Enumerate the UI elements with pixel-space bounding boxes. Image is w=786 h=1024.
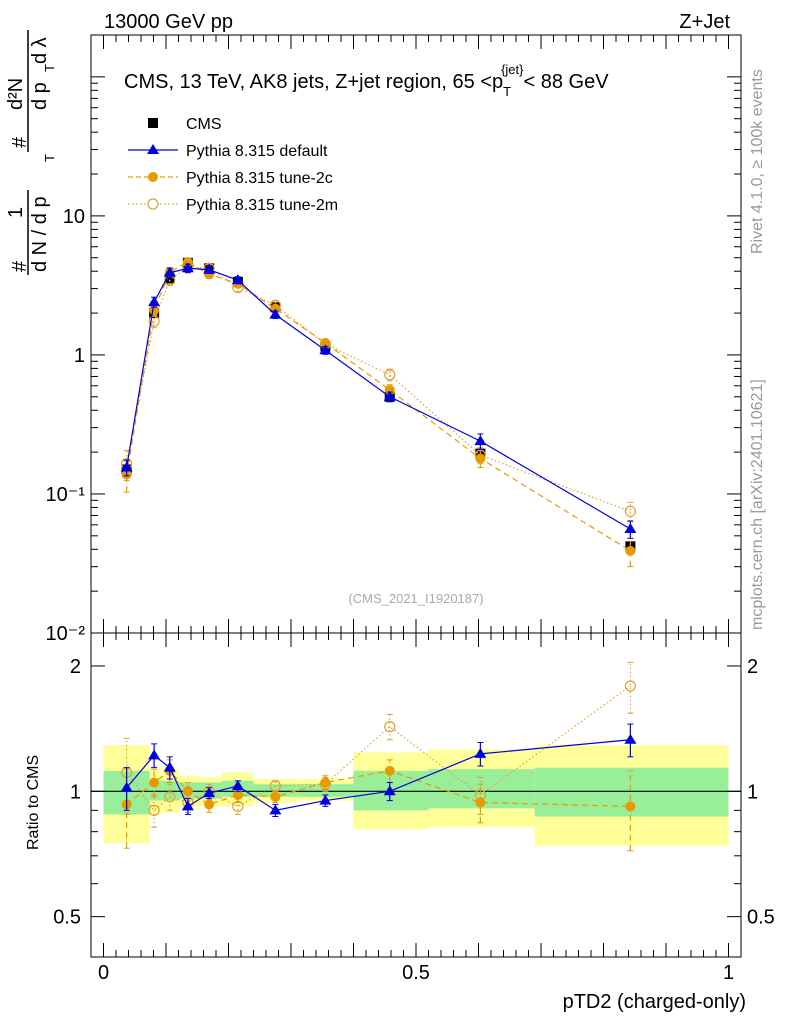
ratio-data-point-2 bbox=[384, 721, 396, 733]
ratio-data-point-2 bbox=[164, 791, 176, 803]
legend-tune2c-marker bbox=[148, 172, 158, 182]
ratio-y-tick-label-right: 2 bbox=[747, 656, 758, 678]
ratio-data-point-1 bbox=[625, 801, 636, 812]
ratio-data-point-2 bbox=[624, 680, 636, 692]
data-point-1 bbox=[148, 296, 161, 307]
header-right: Z+Jet bbox=[679, 11, 730, 33]
y-tick-label: 10⁻² bbox=[46, 623, 86, 645]
ratio-data-point-2 bbox=[269, 780, 281, 792]
legend-tune2m-label: Pythia 8.315 tune-2m bbox=[186, 197, 338, 214]
mcplots-label: mcplots.cern.ch [arXiv:2401.10621] bbox=[749, 379, 766, 630]
ratio-panel: 0.5 0.5 1 1 2 2 0 0.5 1 Ratio to CMS pTD2 (charg… bbox=[25, 632, 775, 1013]
ratio-data-point-0 bbox=[231, 779, 244, 790]
ratio-series-line-1 bbox=[126, 770, 631, 807]
ratio-data-point-0 bbox=[474, 747, 487, 758]
data-point-2 bbox=[182, 257, 193, 268]
ratio-data-point-0 bbox=[383, 785, 396, 796]
ratio-data-point-1 bbox=[182, 786, 193, 797]
ratio-ylabel: Ratio to CMS bbox=[25, 755, 42, 850]
ratio-data-point-1 bbox=[204, 799, 215, 810]
ratio-data-point-0 bbox=[120, 781, 133, 792]
header-left: 13000 GeV pp bbox=[104, 11, 233, 33]
y-tick-label: 1 bbox=[74, 345, 85, 367]
data-point-3 bbox=[384, 369, 396, 381]
main-title-main: CMS, 13 TeV, AK8 jets, Z+jet region, 65 … bbox=[124, 71, 503, 93]
ylabel-t-1: T bbox=[42, 154, 57, 162]
y-tick-label: 10 bbox=[63, 206, 85, 228]
legend-cms-marker bbox=[148, 118, 158, 128]
data-point-1 bbox=[120, 461, 133, 472]
data-point-2 bbox=[320, 337, 331, 348]
data-point-1 bbox=[319, 344, 332, 355]
main-axis-ticks: 10⁻² 10⁻¹ 1 10 bbox=[46, 34, 741, 645]
ratio-y-tick-label-left: 2 bbox=[70, 656, 81, 678]
main-title-sub: T bbox=[503, 84, 511, 99]
x-tick-label: 1 bbox=[723, 962, 734, 984]
ratio-data-point-0 bbox=[181, 800, 194, 811]
ratio-data-point-1 bbox=[232, 789, 243, 800]
data-point-1 bbox=[163, 266, 176, 277]
legend-tune2c-label: Pythia 8.315 tune-2c bbox=[186, 170, 333, 187]
ylabel-dl: d λ bbox=[29, 37, 51, 64]
ylabel-d2n: d²N bbox=[5, 78, 27, 110]
legend-default-marker bbox=[147, 144, 159, 154]
main-panel: 10⁻² 10⁻¹ 1 10 CMS, 13 TeV, AK8 jets, Z+jet… bbox=[5, 30, 742, 645]
legend-default-label: Pythia 8.315 default bbox=[186, 143, 328, 160]
legend: CMS Pythia 8.315 default Pythia 8.315 tu… bbox=[128, 116, 338, 214]
cms-data-point bbox=[164, 273, 175, 284]
main-title: CMS, 13 TeV, AK8 jets, Z+jet region, 65 … bbox=[124, 62, 609, 99]
ylabel-one: 1 bbox=[5, 207, 27, 218]
x-tick-label: 0.5 bbox=[402, 962, 430, 984]
ratio-data-point-0 bbox=[203, 787, 216, 798]
main-title-sup: {jet} bbox=[501, 62, 524, 77]
data-point-2 bbox=[625, 545, 636, 556]
data-point-3 bbox=[624, 505, 636, 517]
ylabel-t-2: T bbox=[42, 64, 57, 72]
main-ylabel: # 1 d N / d p T # d²N d p T d λ bbox=[5, 30, 57, 275]
ratio-y-tick-label-left: 1 bbox=[70, 781, 81, 803]
y-tick-label: 10⁻¹ bbox=[46, 484, 86, 506]
ratio-y-tick-label-left: 0.5 bbox=[53, 907, 81, 929]
ratio-data-point-1 bbox=[384, 765, 395, 776]
data-point-1 bbox=[269, 308, 282, 319]
ratio-data bbox=[120, 661, 637, 852]
x-axis-label: pTD2 (charged-only) bbox=[563, 991, 746, 1013]
data-point-1 bbox=[203, 263, 216, 274]
ratio-data-point-0 bbox=[163, 761, 176, 772]
ratio-data-point-1 bbox=[475, 797, 486, 808]
ratio-y-tick-label-right: 0.5 bbox=[747, 907, 775, 929]
ratio-data-point-1 bbox=[270, 791, 281, 802]
ylabel-hash-1: # bbox=[9, 260, 31, 272]
series-line-2 bbox=[126, 261, 631, 552]
ratio-data-point-1 bbox=[149, 777, 160, 788]
rivet-version-label: Rivet 4.1.0, ≥ 100k events bbox=[749, 69, 766, 254]
data-point-1 bbox=[474, 435, 487, 446]
series-line-1 bbox=[126, 267, 631, 530]
ylabel-dn: d N / d p bbox=[29, 196, 51, 272]
data-point-2 bbox=[475, 453, 486, 464]
main-data bbox=[120, 257, 637, 568]
data-point-1 bbox=[231, 274, 244, 285]
x-tick-label: 0 bbox=[98, 962, 109, 984]
ratio-data-point-0 bbox=[319, 794, 332, 805]
legend-tune2m-marker bbox=[147, 198, 159, 210]
ratio-data-point-2 bbox=[148, 804, 160, 816]
ylabel-hash-2: # bbox=[9, 136, 31, 148]
ratio-axis-ticks: 0.5 0.5 1 1 2 2 0 0.5 1 bbox=[53, 633, 775, 984]
legend-cms-label: CMS bbox=[186, 116, 222, 133]
main-title-tail: < 88 GeV bbox=[524, 71, 610, 93]
ylabel-dpt: d p bbox=[29, 82, 51, 110]
data-point-1 bbox=[181, 262, 194, 273]
ratio-y-tick-label-right: 1 bbox=[747, 781, 758, 803]
ratio-data-point-0 bbox=[148, 749, 161, 760]
data-point-1 bbox=[624, 522, 637, 533]
ratio-series-line-2 bbox=[126, 685, 631, 812]
data-point-1 bbox=[383, 390, 396, 401]
ratio-data-point-0 bbox=[269, 804, 282, 815]
ratio-data-point-0 bbox=[624, 733, 637, 744]
watermark: (CMS_2021_I1920187) bbox=[348, 591, 483, 606]
ratio-data-point-1 bbox=[320, 777, 331, 788]
